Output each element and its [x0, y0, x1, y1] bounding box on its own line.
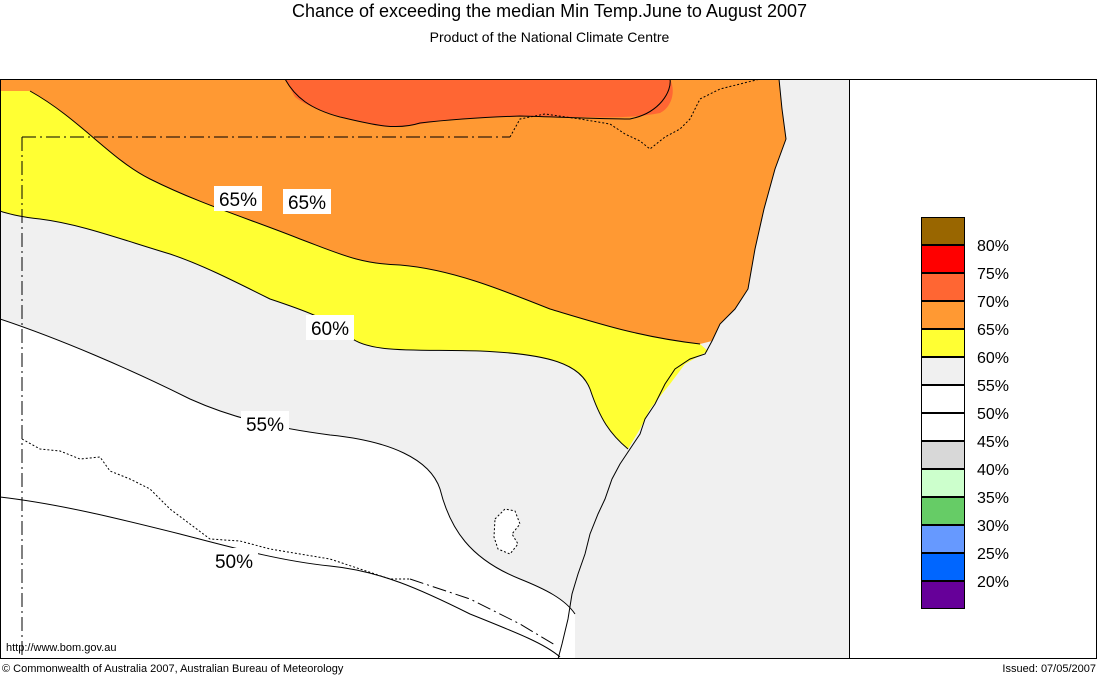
zone-50-55 — [0, 319, 575, 659]
legend-label-55: 55% — [977, 378, 1010, 395]
contour-label-65-b: 65% — [283, 189, 331, 214]
contour-label-55: 55% — [241, 411, 289, 436]
map-title: Chance of exceeding the median Min Temp.… — [291, 1, 807, 21]
legend-swatch-65 — [921, 329, 965, 357]
issued-date: Issued: 07/05/2007 — [1002, 663, 1096, 675]
legend-label-50: 50% — [977, 406, 1010, 423]
legend-label-40: 40% — [977, 462, 1010, 479]
svg-text:50%: 50% — [215, 552, 253, 573]
legend-swatch-50 — [921, 413, 965, 441]
svg-text:65%: 65% — [288, 193, 326, 214]
contour-line-65 — [29, 90, 701, 345]
legend-swatch-75 — [921, 273, 965, 301]
legend-divider — [849, 79, 850, 659]
contour-label-60: 60% — [306, 315, 354, 340]
legend-swatch-60 — [921, 357, 965, 385]
legend-swatch-45 — [921, 441, 965, 469]
contour-line-55 — [0, 318, 576, 615]
legend-swatch-70 — [921, 301, 965, 329]
legend-label-20: 20% — [977, 574, 1010, 591]
legend-label-25: 25% — [977, 546, 1010, 563]
legend-swatch-30 — [921, 525, 965, 553]
legend-swatch-35 — [921, 497, 965, 525]
legend-label-75: 75% — [977, 266, 1010, 283]
zone-70-75 — [285, 79, 673, 127]
map-frame — [0, 79, 1097, 659]
legend-label-35: 35% — [977, 490, 1010, 507]
legend-label-45: 45% — [977, 434, 1010, 451]
legend-swatch-20 — [921, 581, 965, 609]
source-url[interactable]: http://www.bom.gov.au — [6, 642, 117, 654]
contour-line-70 — [284, 79, 671, 128]
river-murray — [21, 438, 410, 580]
zone-60-65 — [0, 91, 708, 449]
legend-swatch-25 — [921, 553, 965, 581]
map-subtitle: Product of the National Climate Centre — [429, 29, 670, 45]
legend-swatch-80 — [921, 245, 965, 273]
contour-line-50 — [0, 496, 561, 658]
legend-swatch-40 — [921, 469, 965, 497]
legend-label-70: 70% — [977, 294, 1010, 311]
state-border-south — [409, 578, 556, 646]
river-north — [509, 79, 761, 150]
lake-outline — [493, 508, 521, 555]
contour-label-50: 50% — [210, 548, 258, 573]
legend-label-60: 60% — [977, 350, 1010, 367]
probability-map: 65% 65% 60% 55% 50% — [0, 79, 849, 659]
svg-text:55%: 55% — [246, 415, 284, 436]
zone-65-70 — [0, 79, 786, 344]
legend-label-80: 80% — [977, 238, 1010, 255]
svg-text:65%: 65% — [219, 190, 257, 211]
legend-swatch-55 — [921, 385, 965, 413]
legend-swatch-top — [921, 217, 965, 245]
contour-label-65-a: 65% — [214, 186, 262, 211]
svg-text:60%: 60% — [311, 319, 349, 340]
legend-label-30: 30% — [977, 518, 1010, 535]
legend-label-65: 65% — [977, 322, 1010, 339]
coastline — [557, 79, 787, 659]
copyright-notice: © Commonwealth of Australia 2007, Austra… — [2, 663, 344, 675]
